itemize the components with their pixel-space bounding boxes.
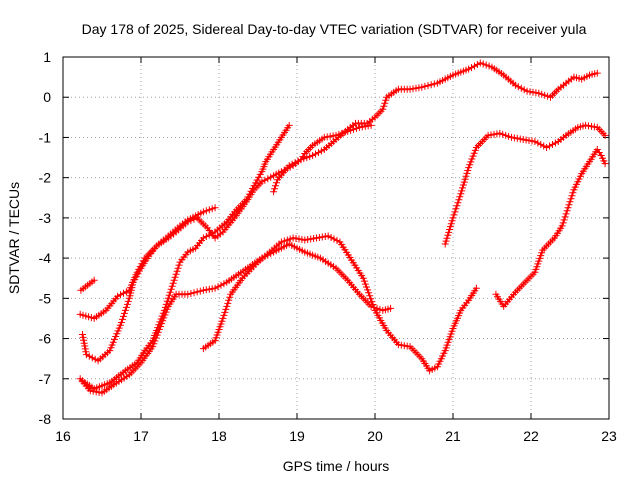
y-tick-label: -4 [39,250,52,266]
y-tick-label: 0 [43,89,51,105]
x-tick-label: 23 [601,428,617,444]
series-track-8 [441,121,609,248]
y-tick-label: -5 [39,290,52,306]
plot-frame [62,56,610,420]
series-track-7 [270,59,601,196]
series-track-5 [79,121,293,393]
series-track-6 [199,232,480,375]
data-series [76,59,609,397]
y-tick-label: -6 [39,331,52,347]
series-markers [76,240,395,397]
y-tick-label: -7 [39,371,52,387]
series-markers [199,232,480,375]
x-tick-label: 16 [55,428,71,444]
series-markers [79,121,293,393]
x-axis-title: GPS time / hours [283,458,390,474]
y-axis-title: SDTVAR / TECUs [6,182,22,294]
x-tick-label: 21 [445,428,461,444]
series-markers [270,59,601,196]
y-tick-label: -1 [39,129,52,145]
x-tick-labels: 16 17 18 19 20 21 22 23 [55,428,617,444]
x-tick-label: 18 [211,428,227,444]
series-track-9 [492,146,609,310]
series-markers [77,276,98,294]
chart-title: Day 178 of 2025, Sidereal Day-to-day VTE… [82,21,587,37]
x-tick-label: 22 [523,428,539,444]
y-tick-label: -3 [39,210,52,226]
y-tick-labels: -8 -7 -6 -5 -4 -3 -2 -1 0 1 [39,49,52,427]
series-markers [441,121,609,248]
series-markers [492,146,609,310]
y-tick-label: 1 [43,49,51,65]
x-tick-label: 20 [367,428,383,444]
y-tick-label: -2 [39,170,52,186]
series-track-4 [76,240,395,397]
x-tick-label: 17 [133,428,149,444]
x-tick-label: 19 [289,428,305,444]
y-tick-label: -8 [39,411,52,427]
series-track-1 [77,276,98,294]
